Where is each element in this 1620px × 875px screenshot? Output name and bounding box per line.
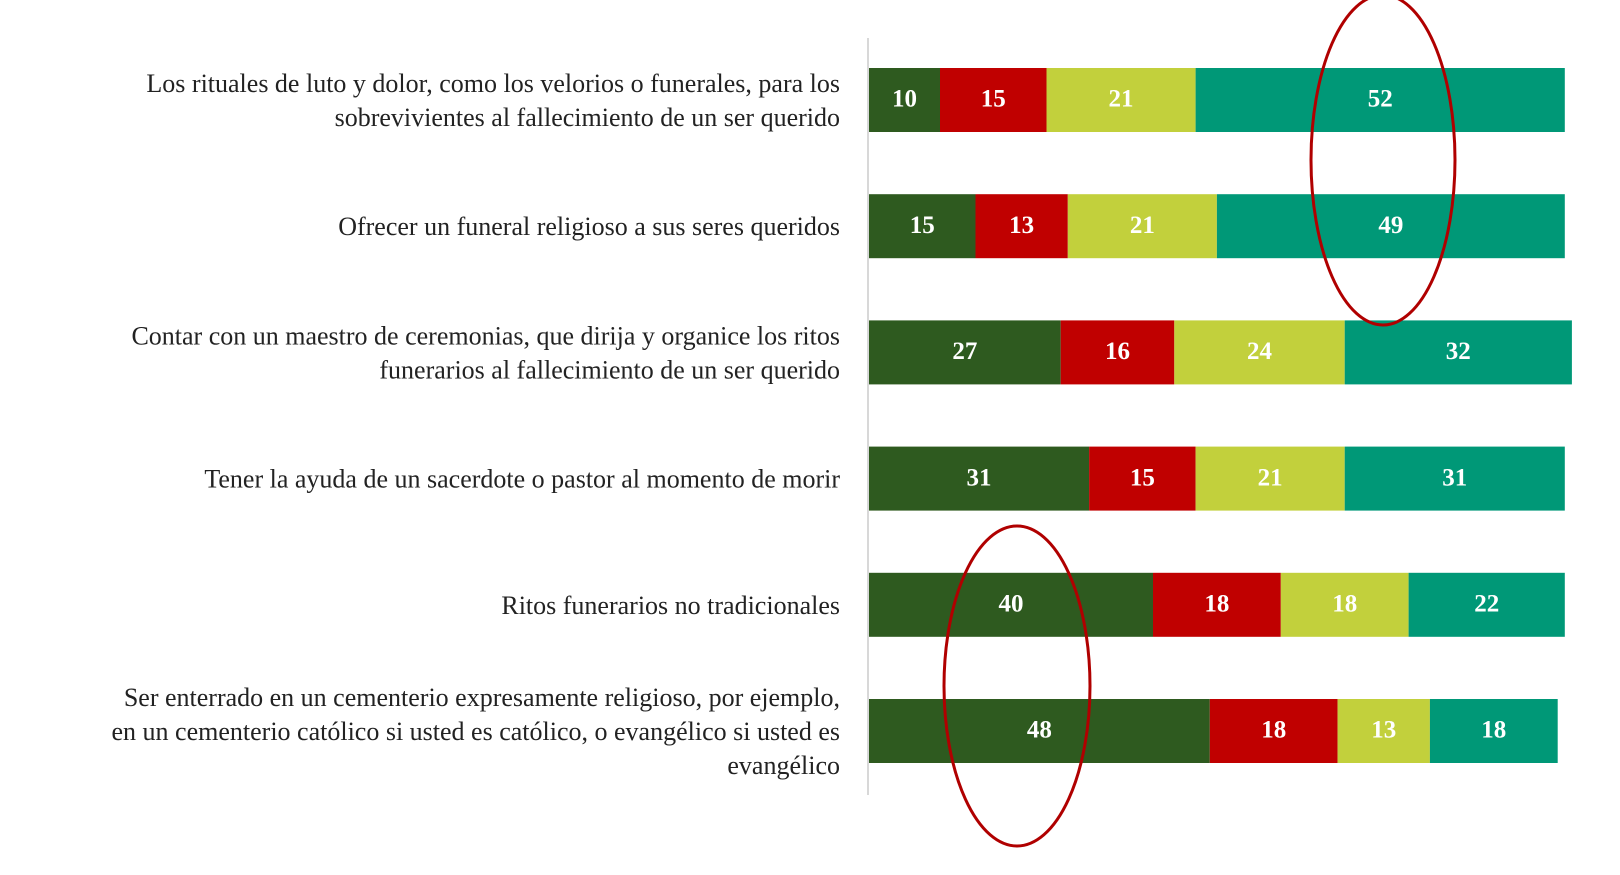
bar-segment <box>1067 194 1217 259</box>
value-label: 31 <box>1442 464 1467 491</box>
category-label-line: evangélico <box>727 751 840 780</box>
category-label-line: Los rituales de luto y dolor, como los v… <box>146 69 840 98</box>
bar-segment <box>1195 68 1565 132</box>
bar-segment <box>1337 699 1430 763</box>
value-label: 40 <box>999 591 1024 618</box>
category-label-line: Tener la ayuda de un sacerdote o pastor … <box>204 465 840 494</box>
value-label: 15 <box>910 212 935 239</box>
bar-segment <box>869 320 1061 385</box>
bar-segment <box>869 572 1153 637</box>
category-label-line: en un cementerio católico si usted es ca… <box>112 717 840 746</box>
plot: 10 15 21 52 15 13 21 49 27 16 24 32 31 15 21 31 40 18 18 22… <box>869 68 1572 763</box>
highlight-ellipse <box>1309 0 1457 327</box>
bar-segment <box>975 194 1068 259</box>
value-label: 18 <box>1481 717 1506 744</box>
bar-segment <box>1174 320 1345 385</box>
category-label: Ofrecer un funeral religioso a sus seres… <box>338 212 840 241</box>
category-label-line: Ofrecer un funeral religioso a sus seres… <box>338 212 840 241</box>
value-label: 16 <box>1105 338 1130 365</box>
value-label: 15 <box>1130 464 1155 491</box>
bar-segment <box>1408 572 1565 637</box>
category-label-line: Ser enterrado en un cementerio expresame… <box>124 683 840 712</box>
value-label: 27 <box>952 338 977 365</box>
bar-segment <box>869 699 1210 763</box>
value-label: 18 <box>1332 591 1357 618</box>
category-label-line: sobrevivientes al fallecimiento de un se… <box>335 103 840 132</box>
category-label: Tener la ayuda de un sacerdote o pastor … <box>204 465 840 494</box>
value-label: 21 <box>1258 464 1283 491</box>
bar-segment <box>940 68 1047 132</box>
value-label: 52 <box>1368 86 1393 113</box>
value-label: 21 <box>1130 212 1155 239</box>
bar-segment <box>1344 320 1572 385</box>
value-label: 18 <box>1261 717 1286 744</box>
category-label: Contar con un maestro de ceremonias, que… <box>131 321 840 384</box>
highlight-ellipse <box>942 524 1092 848</box>
value-label: 18 <box>1204 591 1229 618</box>
value-label: 24 <box>1247 338 1273 365</box>
bar-segment <box>1280 572 1409 637</box>
bar-segment <box>869 68 940 132</box>
category-label-line: funerarios al fallecimiento de un ser qu… <box>379 355 840 384</box>
bar-segment <box>1216 194 1565 259</box>
value-label: 22 <box>1474 591 1499 618</box>
value-label: 31 <box>967 464 992 491</box>
bar-segment <box>1046 68 1196 132</box>
value-label: 15 <box>981 86 1006 113</box>
bar-segment <box>1209 699 1338 763</box>
category-label-line: Contar con un maestro de ceremonias, que… <box>131 321 840 350</box>
category-label: Ritos funerarios no tradicionales <box>501 591 840 620</box>
value-label: 13 <box>1009 212 1034 239</box>
bar-segment <box>869 446 1090 511</box>
bar-segment <box>869 194 976 259</box>
value-label: 49 <box>1378 212 1403 239</box>
category-label-line: Ritos funerarios no tradicionales <box>501 591 840 620</box>
value-label: 32 <box>1446 338 1471 365</box>
value-label: 13 <box>1371 717 1396 744</box>
category-label: Ser enterrado en un cementerio expresame… <box>112 683 840 780</box>
bar-segment <box>1195 446 1345 511</box>
bar-segment <box>1153 572 1281 637</box>
bar-segment <box>1089 446 1196 511</box>
bar-segment <box>1344 446 1565 511</box>
value-label: 21 <box>1109 86 1134 113</box>
category-label: Los rituales de luto y dolor, como los v… <box>146 69 840 132</box>
bar-segment <box>1060 320 1175 385</box>
bar-segment <box>1429 699 1558 763</box>
value-label: 10 <box>892 86 917 113</box>
value-label: 48 <box>1027 717 1052 744</box>
